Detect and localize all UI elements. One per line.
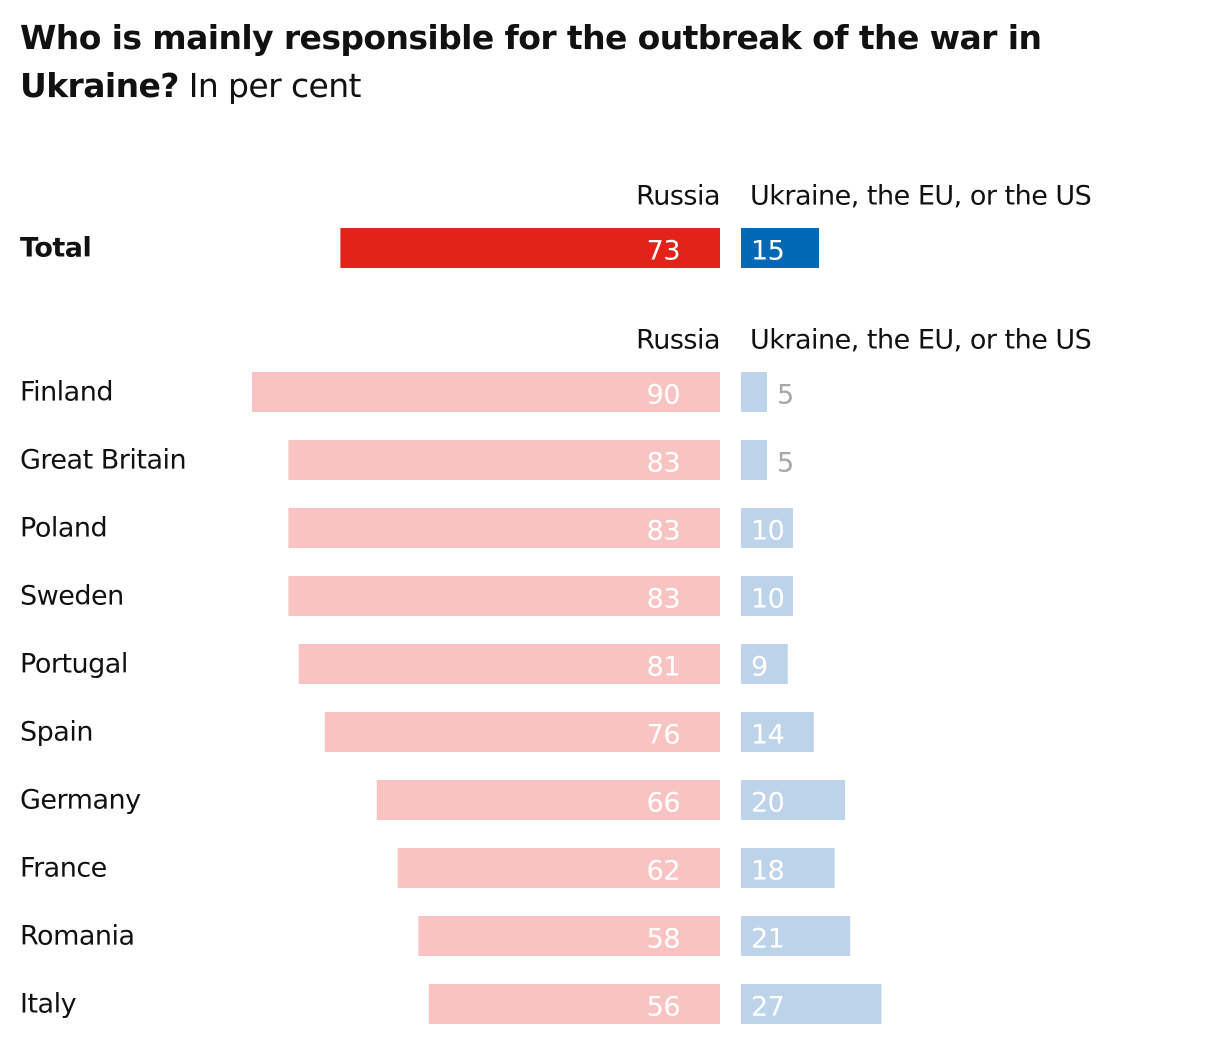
bar-ukraine-eu-us: [741, 712, 814, 752]
country-label: France: [20, 853, 107, 884]
value-russia: 56: [647, 992, 680, 1023]
bar-ukraine-eu-us: [741, 576, 793, 616]
chart-title-unit: In per cent: [178, 66, 362, 105]
row-portugal: Portugal 81 9: [20, 644, 788, 684]
value-russia: 83: [647, 584, 680, 615]
bar-russia: [376, 780, 720, 820]
total-value-russia: 73: [647, 236, 680, 267]
country-label: Portugal: [20, 649, 128, 680]
bar-russia: [252, 372, 720, 412]
country-rows: Russia Ukraine, the EU, or the US Finland 9…: [20, 325, 1092, 1024]
bar-russia: [397, 848, 720, 888]
value-russia: 83: [647, 516, 680, 547]
value-russia: 58: [647, 924, 680, 955]
bar-ukraine-eu-us: [741, 644, 788, 684]
value-ukraine-eu-us: 9: [751, 652, 768, 683]
row-poland: Poland 83 10: [20, 508, 793, 548]
bar-ukraine-eu-us: [741, 780, 845, 820]
value-ukraine-eu-us: 5: [777, 448, 794, 479]
header-russia: Russia: [636, 181, 720, 212]
row-finland: Finland 90 5: [20, 372, 794, 412]
value-ukraine-eu-us: 27: [751, 992, 784, 1023]
country-label: Spain: [20, 717, 93, 748]
value-russia: 62: [647, 856, 680, 887]
value-ukraine-eu-us: 5: [777, 380, 794, 411]
bar-ukraine-eu-us: [741, 984, 882, 1024]
row-romania: Romania 58 21: [20, 916, 851, 956]
country-label: Germany: [20, 785, 141, 816]
country-label: Poland: [20, 513, 107, 544]
bar-ukraine-eu-us: [741, 848, 835, 888]
bar-ukraine-eu-us: [741, 372, 767, 412]
bar-russia: [288, 440, 720, 480]
chart-title-question: Who is mainly responsible for the outbre…: [20, 18, 1042, 105]
bar-russia: [298, 644, 720, 684]
value-ukraine-eu-us: 18: [751, 856, 784, 887]
row-italy: Italy 56 27: [20, 984, 882, 1024]
country-label: Sweden: [20, 581, 124, 612]
bar-ukraine-eu-us: [741, 440, 767, 480]
row-germany: Germany 66 20: [20, 780, 845, 820]
bar-russia: [288, 576, 720, 616]
value-russia: 66: [647, 788, 680, 819]
total-label: Total: [20, 233, 91, 264]
value-ukraine-eu-us: 10: [751, 584, 784, 615]
value-ukraine-eu-us: 10: [751, 516, 784, 547]
bar-russia: [288, 508, 720, 548]
country-label: Romania: [20, 921, 135, 952]
header-russia: Russia: [636, 325, 720, 356]
country-label: Great Britain: [20, 445, 186, 476]
header-ukraine-eu-us: Ukraine, the EU, or the US: [750, 325, 1091, 356]
bar-russia: [428, 984, 720, 1024]
header-ukraine-eu-us: Ukraine, the EU, or the US: [750, 181, 1091, 212]
value-ukraine-eu-us: 21: [751, 924, 784, 955]
total-section: Russia Ukraine, the EU, or the US Total 73 1…: [20, 181, 1092, 268]
chart-title: Who is mainly responsible for the outbre…: [20, 14, 1200, 110]
row-france: France 62 18: [20, 848, 835, 888]
bar-russia: [418, 916, 720, 956]
country-label: Finland: [20, 377, 113, 408]
bar-russia: [324, 712, 720, 752]
value-russia: 83: [647, 448, 680, 479]
bar-ukraine-eu-us: [741, 916, 851, 956]
country-label: Italy: [20, 989, 77, 1020]
value-russia: 81: [647, 652, 680, 683]
value-ukraine-eu-us: 14: [751, 720, 784, 751]
row-spain: Spain 76 14: [20, 712, 814, 752]
total-value-ukraine-eu-us: 15: [751, 236, 784, 267]
total-bar-russia: [340, 228, 720, 268]
bar-ukraine-eu-us: [741, 508, 793, 548]
total-bar-ukraine-eu-us: [741, 228, 819, 268]
value-ukraine-eu-us: 20: [751, 788, 784, 819]
row-sweden: Sweden 83 10: [20, 576, 793, 616]
value-russia: 76: [647, 720, 680, 751]
value-russia: 90: [647, 380, 680, 411]
row-great-britain: Great Britain 83 5: [20, 440, 794, 480]
